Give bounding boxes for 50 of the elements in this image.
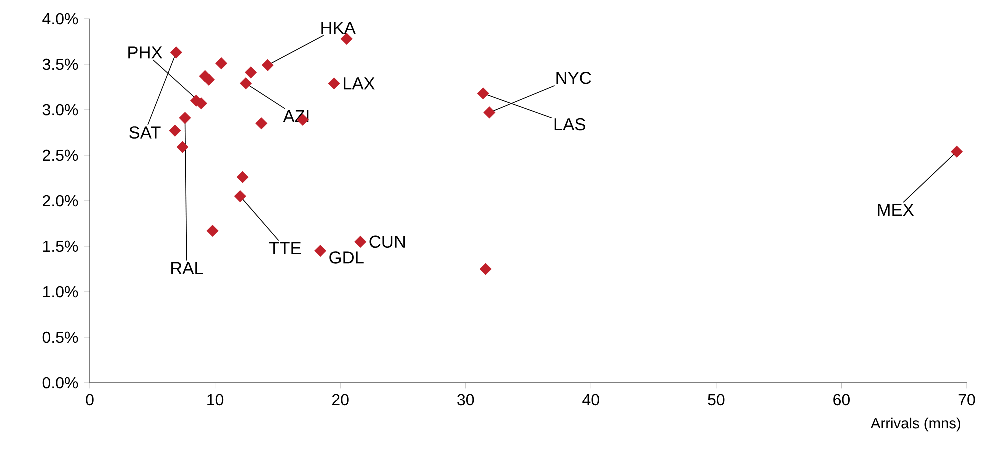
- y-tick-label: 3.0%: [42, 104, 78, 116]
- annotation: GDL: [330, 252, 364, 264]
- x-tick-label: 40: [582, 394, 600, 406]
- point: [206, 225, 219, 237]
- point: [484, 106, 496, 119]
- y-tick-label: 0.5%: [42, 332, 78, 344]
- point: [176, 141, 189, 154]
- y-tick-label: 2.0%: [43, 195, 78, 207]
- point: [240, 78, 252, 90]
- x-tick-label: 30: [458, 394, 474, 406]
- y-tick-label: 2.5%: [43, 150, 78, 162]
- y-tick-label: 3.5%: [42, 58, 78, 70]
- point: [477, 88, 490, 100]
- x-tick-label: 70: [958, 394, 976, 406]
- x-tick-label: 10: [208, 394, 224, 406]
- x-tick-label: 0: [86, 394, 94, 406]
- annotation: TTE: [269, 242, 302, 254]
- point: [169, 124, 182, 137]
- point: [951, 146, 963, 158]
- point: [256, 118, 268, 130]
- x-tick-label: 20: [332, 394, 349, 406]
- point: [480, 263, 492, 276]
- point: [216, 58, 228, 70]
- annotation: MEX: [878, 204, 914, 216]
- annotation: RAL: [172, 262, 204, 274]
- point: [340, 33, 353, 45]
- point: [328, 78, 340, 90]
- annotation: PHX: [128, 46, 162, 59]
- x-tick-label: 60: [834, 394, 850, 406]
- point: [234, 190, 246, 202]
- point: [245, 66, 257, 79]
- x-tick-label: 50: [708, 394, 725, 406]
- annotation: NYC: [556, 72, 592, 84]
- point: [314, 245, 326, 257]
- point: [203, 74, 215, 86]
- annotation: SAT: [130, 126, 161, 139]
- point: [354, 236, 367, 248]
- y-tick-label: 1.5%: [43, 240, 78, 252]
- x-axis-title: Arrivals (mns): [870, 418, 960, 432]
- y-tick-label: 1.0%: [43, 286, 78, 298]
- point: [262, 59, 274, 72]
- y-tick-label: 0.0%: [42, 377, 78, 389]
- annotation: CUN: [370, 236, 406, 248]
- point: [179, 112, 192, 124]
- annotation: LAX: [344, 78, 375, 90]
- y-tick-label: 4.0%: [42, 13, 78, 25]
- point: [170, 46, 182, 59]
- annotation: LAS: [554, 118, 586, 131]
- point: [236, 171, 249, 184]
- annotation: HKA: [322, 22, 356, 34]
